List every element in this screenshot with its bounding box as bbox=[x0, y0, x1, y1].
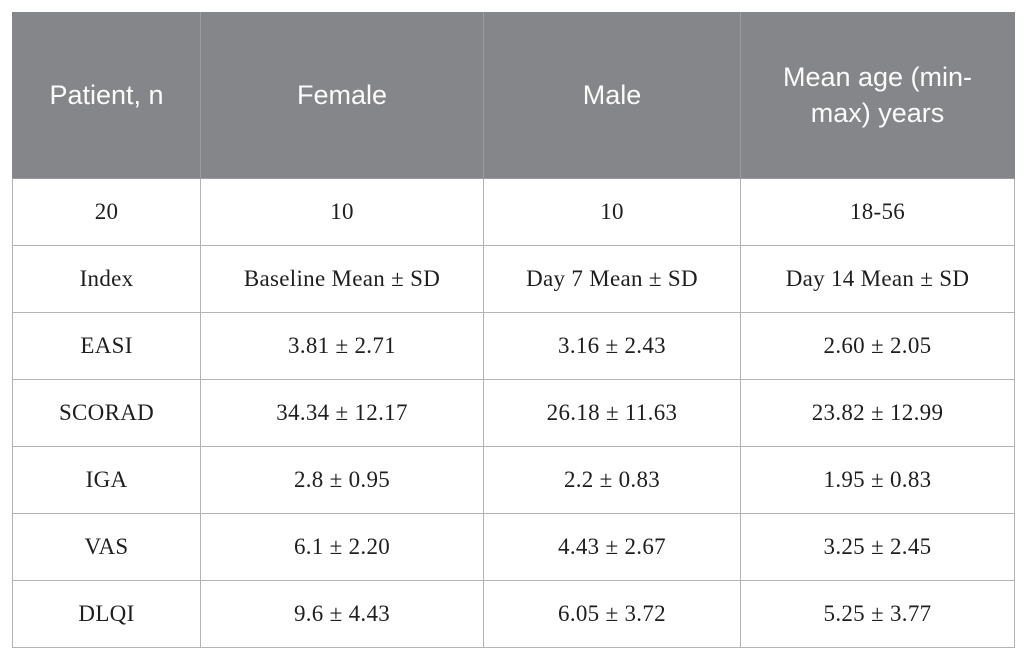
table-row-subheader: Index Baseline Mean ± SD Day 7 Mean ± SD… bbox=[12, 245, 1015, 313]
cell-scorad-day14: 23.82 ± 12.99 bbox=[740, 379, 1015, 447]
cell-easi-label: EASI bbox=[12, 312, 201, 380]
data-table: Patient, n Female Male Mean age (min-max… bbox=[12, 12, 1015, 648]
cell-easi-day7: 3.16 ± 2.43 bbox=[483, 312, 741, 380]
table-row-iga: IGA 2.8 ± 0.95 2.2 ± 0.83 1.95 ± 0.83 bbox=[12, 446, 1015, 514]
cell-vas-baseline: 6.1 ± 2.20 bbox=[200, 513, 484, 581]
table-row-vas: VAS 6.1 ± 2.20 4.43 ± 2.67 3.25 ± 2.45 bbox=[12, 513, 1015, 581]
cell-vas-day7: 4.43 ± 2.67 bbox=[483, 513, 741, 581]
cell-baseline-label: Baseline Mean ± SD bbox=[200, 245, 484, 313]
cell-index-label: Index bbox=[12, 245, 201, 313]
table-row-easi: EASI 3.81 ± 2.71 3.16 ± 2.43 2.60 ± 2.05 bbox=[12, 312, 1015, 380]
header-row: Patient, n Female Male Mean age (min-max… bbox=[12, 12, 1015, 179]
cell-dlqi-day14: 5.25 ± 3.77 bbox=[740, 580, 1015, 648]
cell-dlqi-day7: 6.05 ± 3.72 bbox=[483, 580, 741, 648]
cell-easi-baseline: 3.81 ± 2.71 bbox=[200, 312, 484, 380]
cell-iga-day7: 2.2 ± 0.83 bbox=[483, 446, 741, 514]
cell-dlqi-baseline: 9.6 ± 4.43 bbox=[200, 580, 484, 648]
cell-vas-day14: 3.25 ± 2.45 bbox=[740, 513, 1015, 581]
column-header-mean-age: Mean age (min-max) years bbox=[740, 12, 1015, 179]
table-header: Patient, n Female Male Mean age (min-max… bbox=[12, 12, 1015, 179]
cell-iga-label: IGA bbox=[12, 446, 201, 514]
cell-day7-label: Day 7 Mean ± SD bbox=[483, 245, 741, 313]
table-row-dlqi: DLQI 9.6 ± 4.43 6.05 ± 3.72 5.25 ± 3.77 bbox=[12, 580, 1015, 648]
column-header-female: Female bbox=[200, 12, 484, 179]
cell-male-count: 10 bbox=[483, 178, 741, 246]
cell-easi-day14: 2.60 ± 2.05 bbox=[740, 312, 1015, 380]
table-row-scorad: SCORAD 34.34 ± 12.17 26.18 ± 11.63 23.82… bbox=[12, 379, 1015, 447]
cell-iga-baseline: 2.8 ± 0.95 bbox=[200, 446, 484, 514]
cell-dlqi-label: DLQI bbox=[12, 580, 201, 648]
cell-age-range: 18-56 bbox=[740, 178, 1015, 246]
column-header-patient-n: Patient, n bbox=[12, 12, 201, 179]
cell-iga-day14: 1.95 ± 0.83 bbox=[740, 446, 1015, 514]
cell-scorad-baseline: 34.34 ± 12.17 bbox=[200, 379, 484, 447]
cell-patient-count: 20 bbox=[12, 178, 201, 246]
cell-scorad-day7: 26.18 ± 11.63 bbox=[483, 379, 741, 447]
cell-scorad-label: SCORAD bbox=[12, 379, 201, 447]
patient-demographics-table: Patient, n Female Male Mean age (min-max… bbox=[12, 12, 1015, 648]
column-header-male: Male bbox=[483, 12, 741, 179]
table-row-counts: 20 10 10 18-56 bbox=[12, 178, 1015, 246]
cell-day14-label: Day 14 Mean ± SD bbox=[740, 245, 1015, 313]
table-body: 20 10 10 18-56 Index Baseline Mean ± SD … bbox=[12, 178, 1015, 648]
cell-vas-label: VAS bbox=[12, 513, 201, 581]
cell-female-count: 10 bbox=[200, 178, 484, 246]
